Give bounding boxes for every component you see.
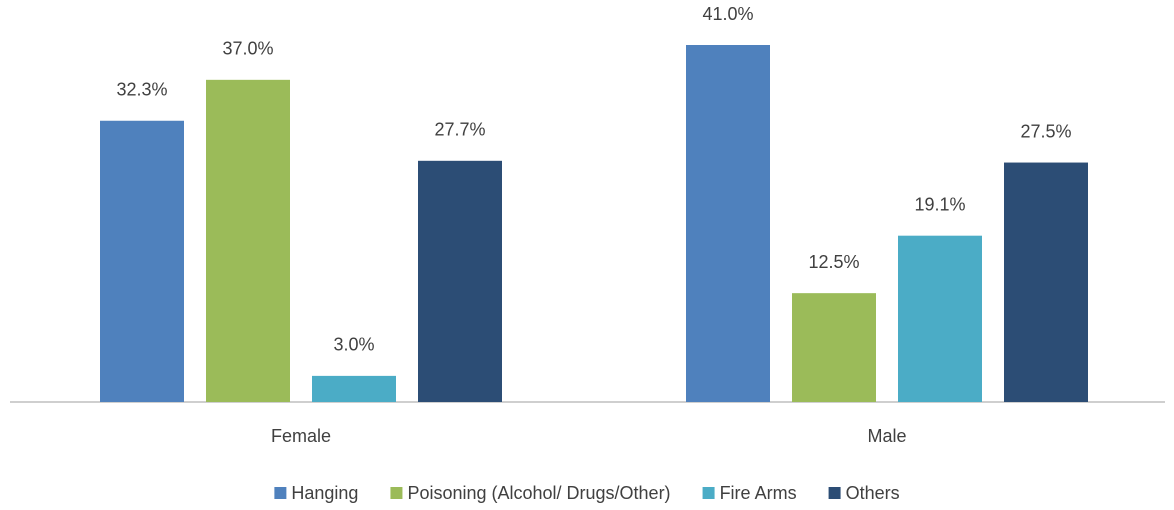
- data-label: 12.5%: [808, 252, 859, 272]
- bar: [792, 293, 876, 402]
- bar: [206, 79, 290, 402]
- data-label: 27.7%: [434, 120, 485, 140]
- data-label: 3.0%: [333, 335, 374, 355]
- bar: [418, 160, 502, 402]
- data-label: 27.5%: [1020, 121, 1071, 141]
- bar: [100, 120, 184, 402]
- legend-label: Fire Arms: [720, 483, 797, 503]
- legend-swatch: [702, 487, 715, 499]
- legend-label: Others: [846, 483, 900, 503]
- bar: [898, 235, 982, 402]
- data-label: 37.0%: [222, 39, 273, 59]
- x-tick-label: Male: [867, 426, 906, 446]
- bar: [312, 375, 396, 402]
- data-label: 41.0%: [702, 4, 753, 24]
- x-tick-label: Female: [271, 426, 331, 446]
- legend-swatch: [274, 487, 287, 499]
- legend-swatch: [828, 487, 841, 499]
- bar: [686, 45, 770, 402]
- bar: [1004, 162, 1088, 402]
- data-label: 19.1%: [914, 194, 965, 214]
- legend-label: Poisoning (Alcohol/ Drugs/Other): [407, 483, 670, 503]
- legend-swatch: [390, 487, 403, 499]
- data-label: 32.3%: [116, 80, 167, 100]
- legend-label: Hanging: [291, 483, 358, 503]
